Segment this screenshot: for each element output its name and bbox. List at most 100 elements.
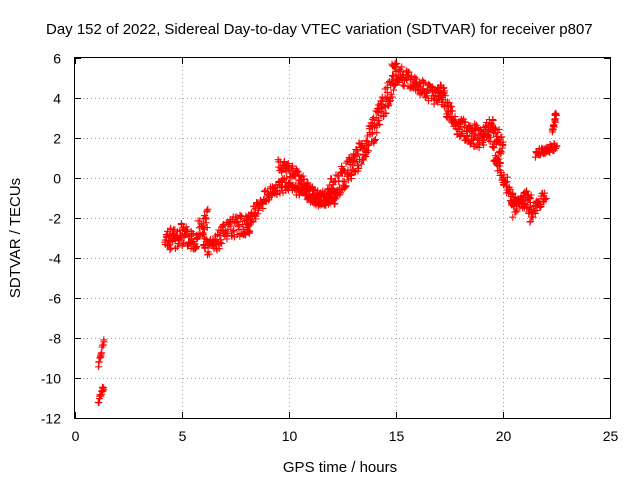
y-axis-label: SDTVAR / TECUs	[7, 178, 24, 298]
data-point	[346, 170, 354, 178]
data-point	[422, 93, 430, 101]
data-point	[372, 136, 379, 144]
x-axis-label: GPS time / hours	[283, 459, 397, 476]
data-point	[201, 244, 209, 252]
y-tick-label: -6	[49, 291, 62, 307]
data-point	[238, 213, 246, 221]
data-point	[445, 99, 453, 107]
data-point	[491, 124, 499, 132]
data-point	[371, 137, 378, 145]
data-point	[255, 206, 262, 214]
data-point	[165, 241, 173, 249]
data-point	[391, 81, 399, 89]
data-point	[95, 399, 103, 407]
data-point	[552, 143, 560, 151]
data-point	[393, 60, 401, 68]
data-point	[175, 236, 183, 244]
data-point	[230, 227, 238, 235]
data-point	[354, 150, 362, 158]
data-point	[376, 120, 384, 128]
data-point	[495, 155, 503, 163]
data-point	[490, 144, 498, 152]
data-point	[227, 222, 235, 230]
data-points	[94, 59, 561, 407]
data-point	[342, 182, 350, 190]
data-point	[202, 215, 210, 223]
data-point	[166, 246, 174, 254]
data-point	[100, 338, 108, 346]
data-point	[375, 101, 382, 109]
data-point	[193, 243, 201, 251]
data-point	[546, 148, 554, 156]
data-point	[499, 142, 507, 150]
data-point	[348, 171, 356, 179]
data-point	[473, 124, 481, 132]
data-point	[448, 107, 456, 115]
data-point	[395, 78, 403, 86]
data-point	[164, 227, 172, 235]
data-point	[234, 218, 242, 226]
data-point	[367, 119, 375, 127]
x-tick-label: 0	[72, 428, 80, 444]
grid	[75, 58, 610, 418]
y-tick-label: -4	[49, 251, 62, 267]
y-tick-label: -2	[49, 211, 62, 227]
y-tick-label: 0	[53, 171, 61, 187]
y-tick-label: -8	[49, 331, 62, 347]
data-point	[487, 133, 494, 141]
data-point	[363, 149, 371, 156]
data-point	[304, 179, 312, 187]
y-tick-label: -10	[41, 371, 61, 387]
y-tick-labels: -12 -10 -8 -6 -4 -2 0 2 4 6	[41, 51, 61, 427]
data-point	[283, 174, 291, 182]
data-point	[495, 126, 503, 134]
data-point	[419, 85, 427, 93]
data-point	[351, 153, 358, 161]
data-point	[550, 121, 558, 129]
data-point	[498, 133, 506, 141]
data-point	[526, 195, 534, 203]
data-point	[185, 240, 193, 247]
data-point	[278, 168, 286, 176]
x-tick-label: 10	[282, 428, 298, 444]
data-point	[388, 93, 396, 101]
data-point	[541, 189, 549, 197]
data-point	[382, 109, 390, 117]
data-point	[355, 164, 363, 172]
data-point	[357, 160, 365, 168]
data-point	[529, 213, 537, 221]
data-point	[440, 84, 448, 92]
data-point	[496, 159, 504, 167]
plot-frame	[74, 57, 611, 419]
data-point	[340, 178, 348, 186]
data-point	[552, 112, 560, 119]
data-point	[242, 231, 250, 239]
data-point	[496, 158, 504, 166]
data-point	[235, 221, 243, 229]
data-point	[513, 207, 521, 215]
data-point	[228, 228, 236, 236]
data-point	[435, 88, 443, 96]
axis-ticks	[75, 58, 611, 419]
data-point	[438, 93, 446, 101]
data-point	[303, 187, 311, 194]
data-point	[390, 86, 397, 94]
data-point	[259, 204, 267, 212]
data-point	[273, 191, 281, 199]
data-point	[254, 210, 262, 218]
data-point	[251, 205, 259, 213]
data-point	[95, 358, 103, 366]
data-point	[217, 236, 225, 244]
x-tick-label: 15	[389, 428, 405, 444]
data-point	[218, 240, 226, 247]
data-point	[353, 147, 361, 155]
x-tick-labels: 0 5 10 15 20 25	[72, 428, 619, 444]
data-point	[497, 148, 505, 156]
data-point	[251, 211, 258, 219]
data-point	[215, 245, 223, 252]
data-point	[441, 92, 449, 100]
data-point	[523, 187, 531, 195]
data-point	[224, 225, 232, 233]
y-tick-label: -12	[41, 411, 61, 427]
data-point	[311, 190, 319, 198]
